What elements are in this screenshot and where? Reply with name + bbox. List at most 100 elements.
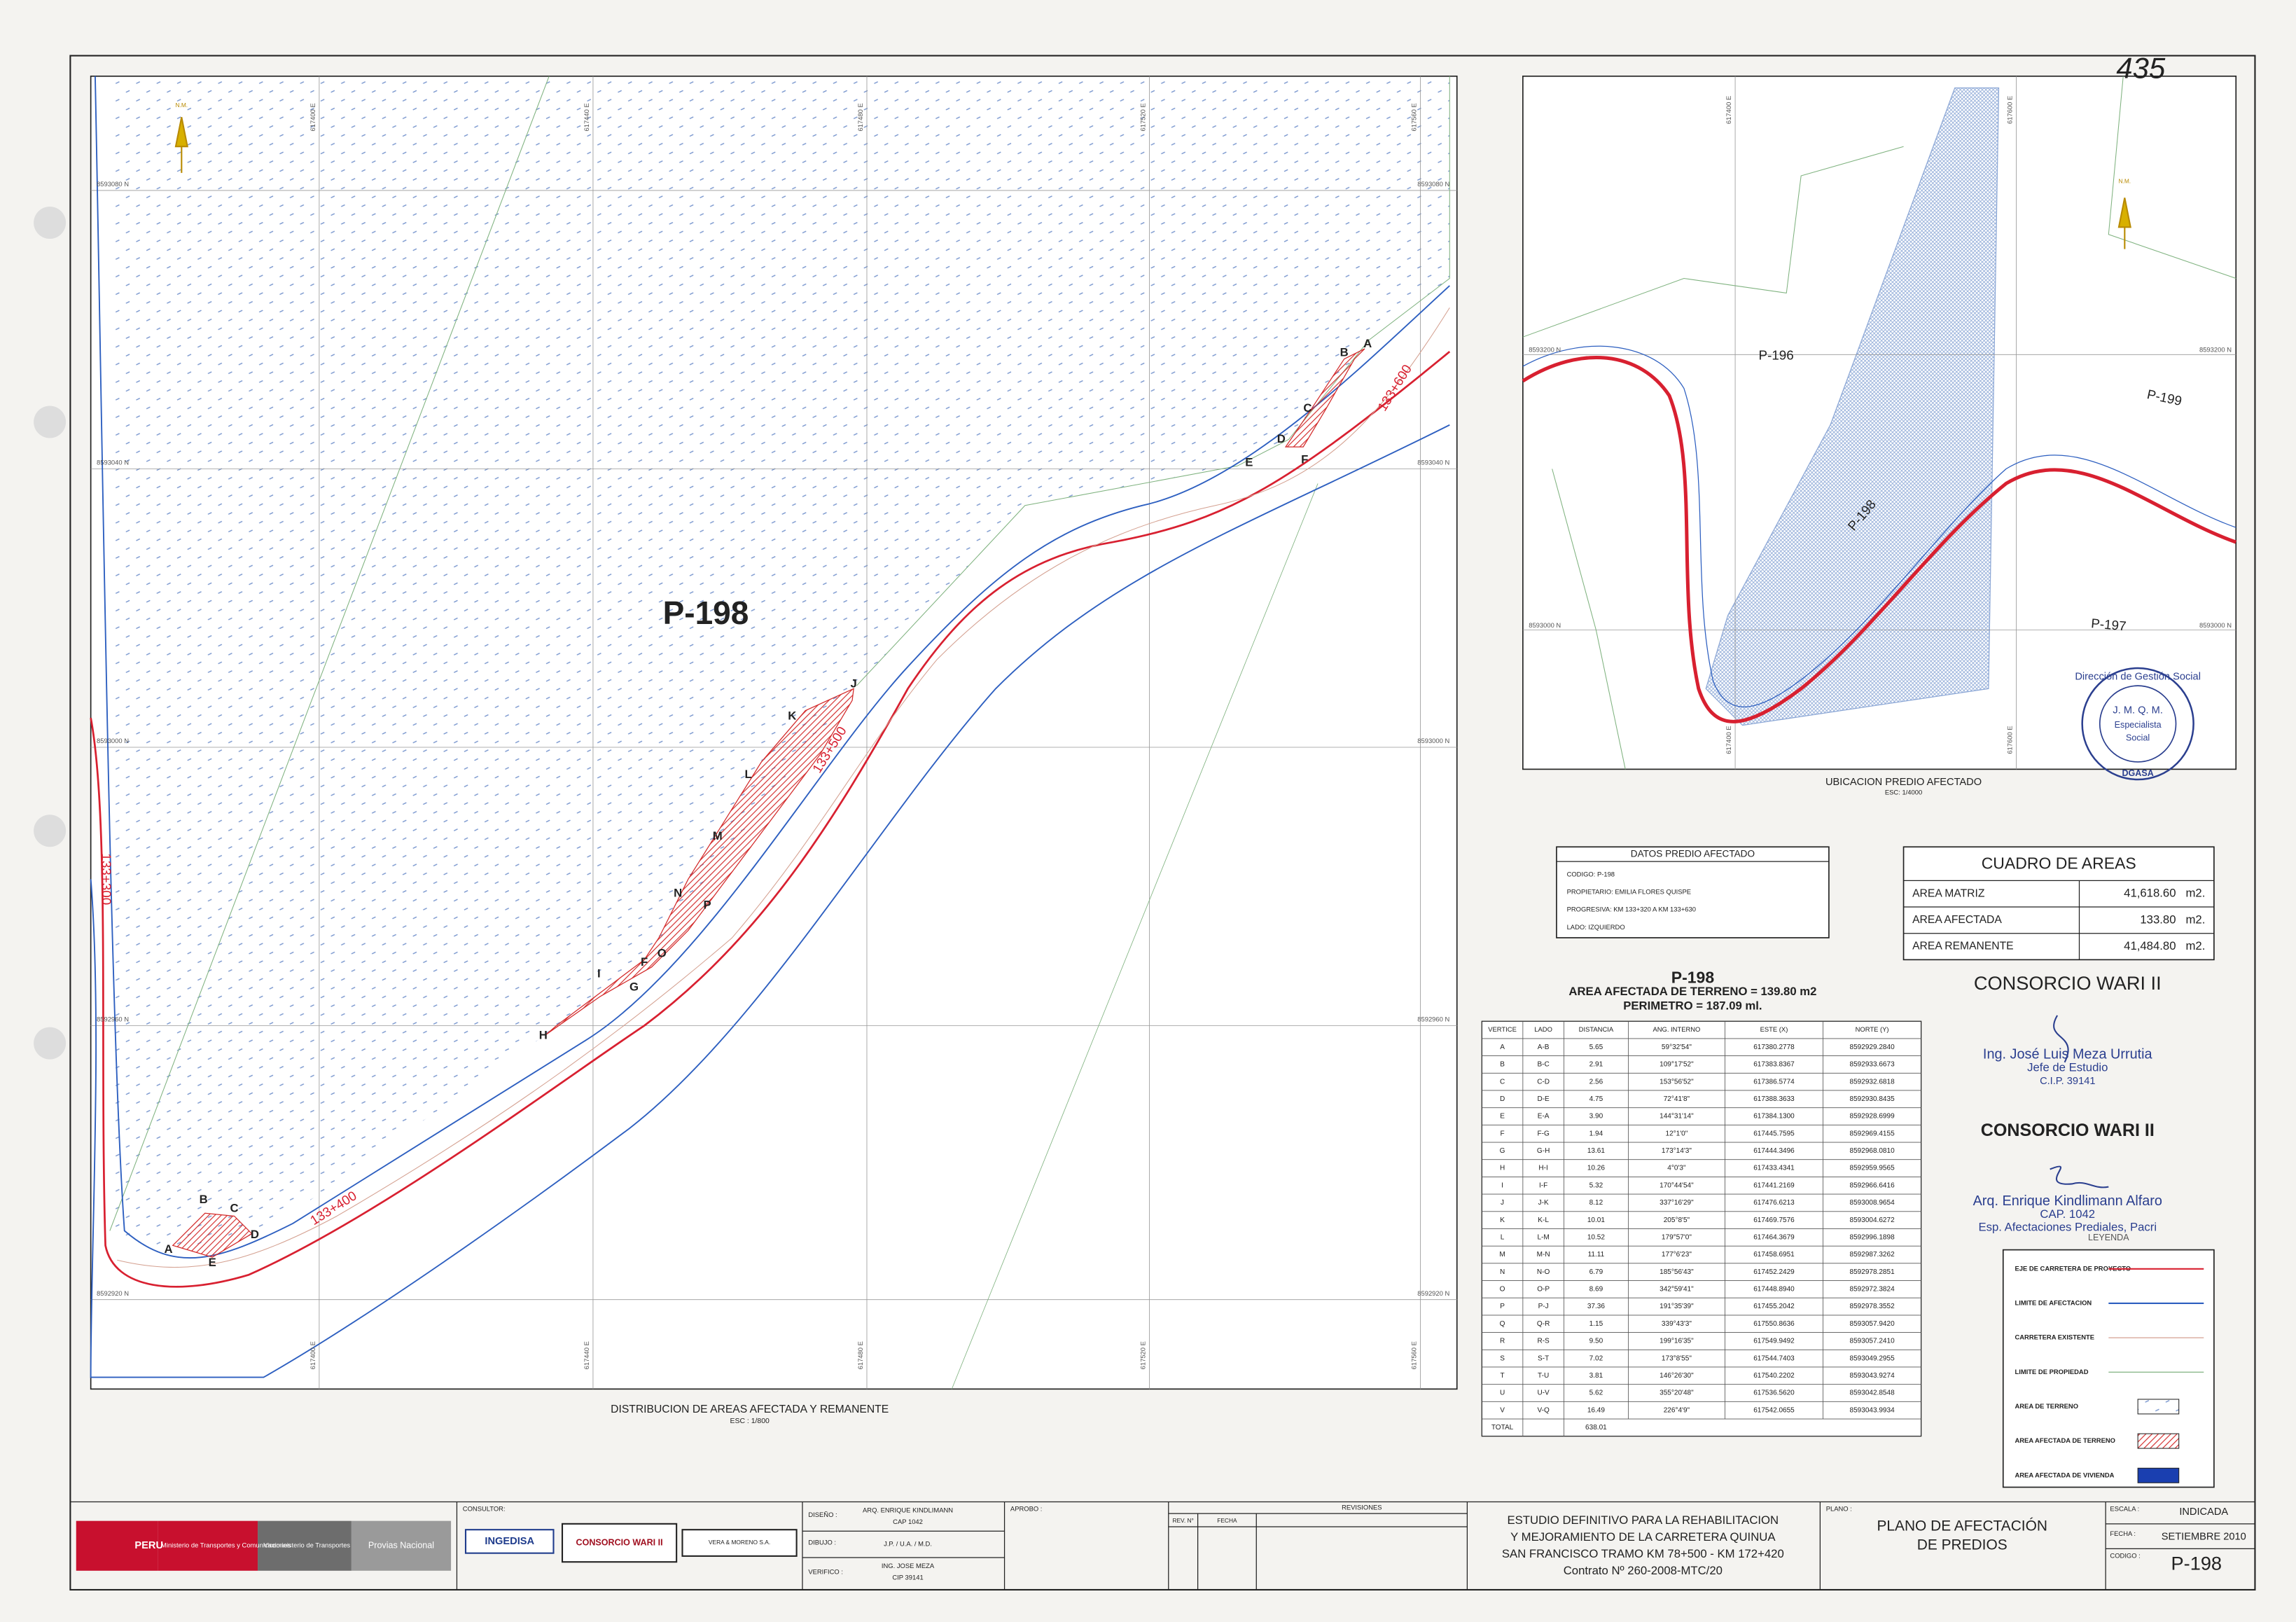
affected-perimeter: PERIMETRO = 187.09 ml.: [1623, 999, 1762, 1013]
table-cell: J-K: [1538, 1199, 1549, 1207]
sheet-number: 435: [2116, 51, 2166, 84]
table-cell: 11.11: [1588, 1251, 1605, 1259]
area-name: AREA AFECTADA: [1912, 914, 2002, 926]
table-cell: A: [1500, 1044, 1505, 1051]
parcel-label: P-197: [2091, 616, 2127, 633]
legend-label: CARRETERA EXISTENTE: [2015, 1333, 2094, 1341]
table-cell: 59°32'54": [1662, 1044, 1692, 1051]
tb-logo-text: Viceministerio de Transportes: [263, 1541, 350, 1549]
table-cell: 16.49: [1587, 1406, 1606, 1414]
easting-label: 617600 E: [2006, 96, 2014, 124]
stamp-text: DGASA: [2122, 768, 2153, 778]
table-cell: D-E: [1537, 1095, 1550, 1103]
northing-label: 8593080 N: [97, 180, 129, 188]
table-cell: 205°8'5": [1664, 1216, 1690, 1224]
legend-symbol: [2137, 1399, 2180, 1415]
table-cell: 617476.6213: [1753, 1199, 1795, 1207]
tb-label: REV. N°: [1172, 1517, 1193, 1524]
signature-scribble: [2053, 1015, 2069, 1063]
northing-label: 8592920 N: [97, 1289, 129, 1297]
table-cell: 617550.8636: [1753, 1320, 1795, 1328]
tb-value: CIP 39141: [892, 1574, 923, 1581]
vice-logo: [258, 1520, 352, 1571]
tb-label: FECHA: [1217, 1517, 1237, 1524]
table-cell: D: [1500, 1095, 1505, 1103]
table-cell: C-D: [1537, 1078, 1550, 1086]
vertex-label: F: [641, 955, 648, 969]
table-cell: 12°1'0": [1666, 1130, 1688, 1137]
stamp-text: J. M. Q. M.: [2113, 705, 2162, 716]
table-cell: 617444.3496: [1753, 1147, 1795, 1155]
table-cell: 6.79: [1589, 1268, 1603, 1276]
signature-role: Jefe de Estudio: [2027, 1061, 2108, 1074]
table-total: TOTAL: [1491, 1424, 1514, 1432]
signature-firm: CONSORCIO WARI II: [1981, 1121, 2155, 1140]
main-map: [90, 75, 1458, 1390]
easting-label: 617480 E: [856, 103, 864, 131]
table-cell: F-G: [1537, 1130, 1549, 1137]
table-cell: 177°6'23": [1662, 1251, 1692, 1259]
table-cell: 153°56'52": [1660, 1078, 1694, 1086]
map-scale: ESC: 1/4000: [1885, 788, 1922, 796]
table-cell: 8592930.8435: [1850, 1095, 1895, 1103]
table-cell: 146°26'30": [1660, 1372, 1694, 1380]
north-label: N.M.: [2119, 178, 2131, 185]
tb-value: SETIEMBRE 2010: [2162, 1532, 2246, 1543]
vertex-label: N: [674, 887, 682, 900]
legend-title: LEYENDA: [2088, 1233, 2129, 1242]
legend-label: LIMITE DE PROPIEDAD: [2015, 1368, 2088, 1375]
area-value: 41,484.80: [2124, 939, 2176, 952]
table-cell: N-O: [1537, 1268, 1550, 1276]
signature-scribble: [2050, 1165, 2109, 1188]
tb-plan: PLANO DE AFECTACIÓN: [1877, 1518, 2047, 1534]
table-cell: 617455.2042: [1753, 1303, 1795, 1310]
vertex-label: O: [658, 946, 667, 959]
vertex-label: C: [230, 1201, 239, 1214]
signature-role: CAP. 1042: [2040, 1207, 2095, 1221]
area-summary-lines: [1903, 880, 2214, 960]
easting-label: 617520 E: [1139, 103, 1147, 131]
table-header: ESTE (X): [1760, 1025, 1788, 1033]
table-cell: U: [1500, 1389, 1505, 1397]
easting-label: 617400 E: [1725, 96, 1732, 124]
table-cell: 617536.5620: [1753, 1389, 1795, 1397]
table-cell: 144°31'14": [1660, 1113, 1694, 1121]
legend-label: AREA DE TERRENO: [2015, 1402, 2078, 1410]
table-cell: 9.50: [1589, 1338, 1603, 1345]
map-title: UBICACION PREDIO AFECTADO: [1825, 777, 1982, 788]
table-cell: O: [1500, 1286, 1505, 1294]
table-cell: 37.36: [1587, 1303, 1606, 1310]
location-map: [1522, 75, 2237, 770]
tb-label: VERIFICO :: [808, 1567, 843, 1575]
legend-symbol: [2137, 1433, 2180, 1449]
table-cell: 8593043.9274: [1850, 1372, 1895, 1380]
table-cell: 617549.9492: [1753, 1338, 1795, 1345]
table-cell: E: [1500, 1113, 1505, 1121]
table-cell: 617386.5774: [1753, 1078, 1795, 1086]
table-cell: 8.69: [1589, 1286, 1603, 1294]
table-cell: 8593008.9654: [1850, 1199, 1895, 1207]
tb-label: DISEÑO :: [808, 1511, 837, 1518]
tb-value: ARQ. ENRIQUE KINDLIMANN: [863, 1506, 953, 1513]
table-cell: 617452.2429: [1753, 1268, 1795, 1276]
table-cell: F: [1501, 1130, 1505, 1137]
vertex-label: E: [209, 1256, 216, 1269]
table-cell: 8592933.6673: [1850, 1061, 1895, 1069]
tb-value: P-198: [2171, 1553, 2222, 1574]
legend-label: AREA AFECTADA DE TERRENO: [2015, 1436, 2115, 1444]
northing-label: 8593000 N: [2199, 621, 2232, 629]
table-cell: 4.75: [1589, 1095, 1603, 1103]
table-cell: P: [1500, 1303, 1505, 1310]
title-block-lines: [69, 1501, 2256, 1590]
table-cell: 8592932.6818: [1850, 1078, 1895, 1086]
vertex-label: A: [1363, 337, 1372, 350]
legend-label: LIMITE DE AFECTACION: [2015, 1298, 2092, 1306]
table-cell: 1.94: [1589, 1130, 1603, 1137]
table-cell: 226°4'9": [1664, 1406, 1690, 1414]
table-cell: 617458.6951: [1753, 1251, 1795, 1259]
provias-logo: [351, 1520, 452, 1571]
tb-value: ING. JOSE MEZA: [882, 1562, 935, 1569]
tb-project: Contrato Nº 260-2008-MTC/20: [1564, 1564, 1723, 1577]
table-cell: 4°0'3": [1667, 1165, 1686, 1172]
table-cell: 617384.1300: [1753, 1113, 1795, 1121]
